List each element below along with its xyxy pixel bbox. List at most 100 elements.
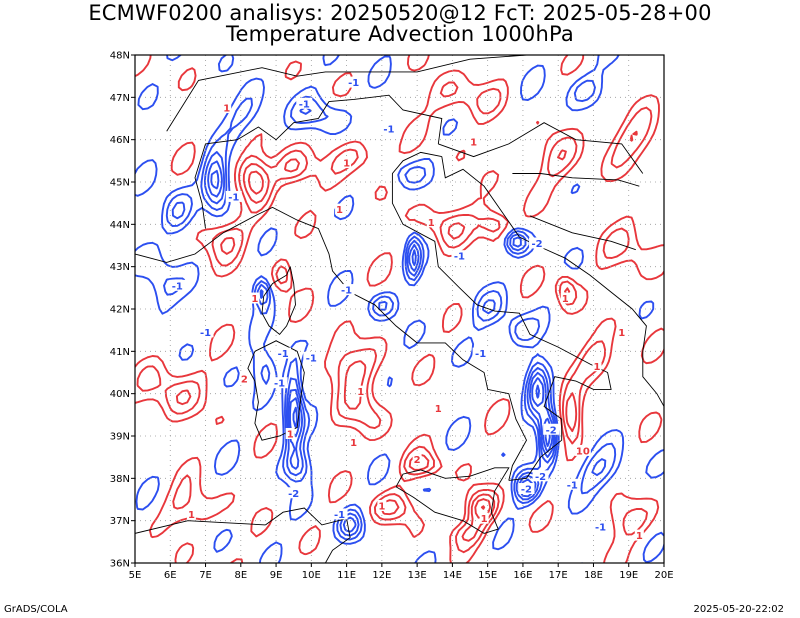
contour-labels: 1 -1 -1 -1 1 1 -1 1 1 -2 -1 -1 -1 1 1 -1 1 -1 -1 2 -1 1 -1 1 1 -2…	[169, 76, 644, 542]
coast-line	[265, 507, 351, 563]
contour-label: 1	[435, 404, 442, 415]
coast-line	[395, 467, 510, 534]
footer-credit: GrADS/COLA	[4, 604, 68, 615]
lat-tick-label: 48N	[110, 51, 130, 62]
coast-line	[391, 151, 612, 481]
coast-line	[135, 520, 266, 534]
contour-label: 1	[636, 531, 643, 542]
coastline-borders	[135, 55, 664, 563]
contour-label-bg	[342, 157, 352, 169]
contour-label: -1	[595, 523, 606, 534]
contour-label-bg	[451, 250, 468, 262]
contour-label-bg	[617, 326, 627, 338]
contour-label-bg	[356, 385, 366, 397]
contour-label-bg	[275, 347, 292, 359]
coast-line	[135, 232, 224, 263]
lat-tick-label: 43N	[110, 262, 130, 273]
contour-label: -2	[521, 485, 532, 496]
contour-label: -2	[546, 425, 557, 436]
lon-tick-label: 17E	[549, 570, 568, 581]
contour-label-bg	[472, 347, 489, 359]
contour-label-bg	[331, 508, 348, 520]
contour-label-bg	[345, 76, 362, 88]
lon-tick-label: 5E	[129, 570, 142, 581]
lon-tick-label: 15E	[478, 570, 497, 581]
lon-tick-label: 13E	[408, 570, 427, 581]
contour-label: 1	[428, 218, 435, 229]
lat-tick-label: 47N	[110, 93, 130, 104]
contour-label-bg	[560, 292, 570, 304]
contour-label: 1	[594, 362, 601, 373]
contour-label: -1	[228, 192, 239, 203]
contour-label: -1	[306, 353, 317, 364]
lat-tick-label: 45N	[110, 178, 130, 189]
contour-label: 1	[343, 159, 350, 170]
chart-title: ECMWF0200 analisys: 20250520@12 FcT: 202…	[88, 1, 712, 25]
contour-label-bg	[479, 512, 489, 524]
lon-tick-label: 12E	[372, 570, 391, 581]
contour-label: 1	[470, 137, 477, 148]
coast-line	[529, 215, 636, 251]
contour-label: 10	[576, 446, 590, 457]
contour-label-bg	[532, 470, 549, 482]
coast-line	[512, 173, 640, 187]
contour-label: 2	[241, 374, 248, 385]
contour-label: -1	[274, 379, 285, 390]
contour-label-bg	[285, 487, 302, 499]
lat-tick-label: 46N	[110, 135, 130, 146]
footer-timestamp: 2025-05-20-22:02	[693, 604, 784, 615]
lon-tick-label: 20E	[654, 570, 673, 581]
contour-label: 1	[378, 501, 385, 512]
coast-line	[438, 122, 644, 174]
lat-tick-label: 39N	[110, 432, 130, 443]
negative-contour	[210, 169, 554, 494]
contour-label-bg	[412, 453, 422, 465]
contour-label-bg	[529, 237, 546, 249]
contour-label: -1	[334, 510, 345, 521]
contour-label-bg	[186, 508, 196, 520]
contour-label: -2	[531, 239, 542, 250]
contour-label-bg	[296, 97, 313, 109]
lon-tick-label: 14E	[443, 570, 462, 581]
coast-line	[222, 206, 528, 481]
contour-label-bg	[335, 203, 345, 215]
lon-tick-label: 8E	[234, 570, 247, 581]
contour-label-bg	[518, 483, 535, 495]
contour-label: -1	[341, 286, 352, 297]
lat-tick-label: 42N	[110, 305, 130, 316]
lat-tick-label: 36N	[110, 559, 130, 570]
contour-label-bg	[338, 284, 355, 296]
contour-label: -1	[278, 349, 289, 360]
contour-label: -1	[299, 99, 310, 110]
contour-label-bg	[543, 423, 560, 435]
lat-tick-label: 37N	[110, 516, 130, 527]
contour-label: 1	[350, 438, 357, 449]
contour-label-bg	[592, 360, 602, 372]
contour-label: 1	[223, 104, 230, 115]
positive-contour	[136, 81, 653, 554]
contour-label-bg	[564, 478, 581, 490]
lat-tick-label: 44N	[110, 220, 130, 231]
contour-label: -1	[200, 328, 211, 339]
contour-label: 1	[562, 294, 569, 305]
contour-label: -1	[383, 125, 394, 136]
contour-label: 1	[287, 430, 294, 441]
lat-tick-label: 41N	[110, 347, 130, 358]
contour-label-bg	[197, 326, 214, 338]
contour-label: 1	[357, 387, 364, 398]
coast-line	[261, 266, 296, 336]
contour-label-bg	[634, 529, 644, 541]
lat-tick-label: 40N	[110, 389, 130, 400]
coast-line	[194, 94, 443, 229]
contour-label: -1	[567, 480, 578, 491]
contour-label-bg	[469, 135, 479, 147]
contour-label: -1	[348, 78, 359, 89]
chart-subtitle: Temperature Advection 1000hPa	[226, 22, 574, 46]
contour-label-bg	[426, 216, 436, 228]
contour-label: 1	[251, 294, 258, 305]
contour-label-bg	[433, 402, 443, 414]
contour-label: 1	[336, 205, 343, 216]
lon-tick-label: 16E	[513, 570, 532, 581]
contour-label: 1	[188, 510, 195, 521]
